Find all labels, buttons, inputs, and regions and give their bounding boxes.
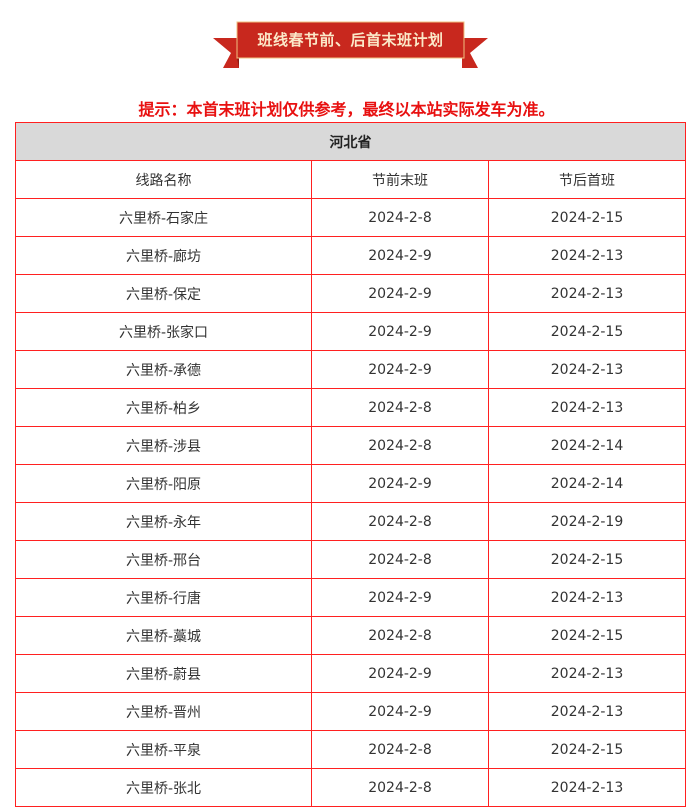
route-name: 六里桥-邢台: [15, 540, 312, 579]
first-after-holiday: 2024-2-13: [487, 578, 687, 617]
table-row: 六里桥-蔚县 2024-2-9 2024-2-13: [15, 654, 687, 693]
first-after-holiday: 2024-2-13: [487, 274, 687, 313]
table-row: 六里桥-张家口 2024-2-9 2024-2-15: [15, 312, 687, 351]
route-name: 六里桥-藁城: [15, 616, 312, 655]
table-row: 六里桥-涉县 2024-2-8 2024-2-14: [15, 426, 687, 465]
last-before-holiday: 2024-2-9: [311, 692, 489, 731]
last-before-holiday: 2024-2-9: [311, 578, 489, 617]
table-row: 六里桥-保定 2024-2-9 2024-2-13: [15, 274, 687, 313]
route-name: 六里桥-蔚县: [15, 654, 312, 693]
last-before-holiday: 2024-2-8: [311, 388, 489, 427]
last-before-holiday: 2024-2-9: [311, 654, 489, 693]
route-name: 六里桥-承德: [15, 350, 312, 389]
column-header-row: 线路名称 节前末班 节后首班: [15, 160, 687, 199]
first-after-holiday: 2024-2-13: [487, 236, 687, 275]
schedule-table: 河北省 线路名称 节前末班 节后首班 六里桥-石家庄 2024-2-8 2024-2…: [14, 122, 687, 807]
table-row: 六里桥-藁城 2024-2-8 2024-2-15: [15, 616, 687, 655]
route-name: 六里桥-石家庄: [15, 198, 312, 237]
last-before-holiday: 2024-2-8: [311, 616, 489, 655]
last-before-holiday: 2024-2-8: [311, 198, 489, 237]
route-name: 六里桥-涉县: [15, 426, 312, 465]
table-row: 六里桥-柏乡 2024-2-8 2024-2-13: [15, 388, 687, 427]
province-name: 河北省: [14, 122, 687, 161]
table-row: 六里桥-行唐 2024-2-9 2024-2-13: [15, 578, 687, 617]
route-name: 六里桥-柏乡: [15, 388, 312, 427]
route-name: 六里桥-永年: [15, 502, 312, 541]
route-name: 六里桥-廊坊: [15, 236, 312, 275]
province-row: 河北省: [14, 122, 687, 161]
first-after-holiday: 2024-2-13: [487, 388, 687, 427]
first-after-holiday: 2024-2-13: [487, 768, 687, 807]
column-header: 节前末班: [311, 160, 489, 199]
banner-title: 班线春节前、后首末班计划: [257, 31, 444, 49]
last-before-holiday: 2024-2-8: [311, 730, 489, 769]
route-name: 六里桥-保定: [15, 274, 312, 313]
ribbon-graphic: [213, 21, 488, 68]
first-after-holiday: 2024-2-19: [487, 502, 687, 541]
route-name: 六里桥-平泉: [15, 730, 312, 769]
first-after-holiday: 2024-2-14: [487, 426, 687, 465]
first-after-holiday: 2024-2-15: [487, 312, 687, 351]
route-name: 六里桥-晋州: [15, 692, 312, 731]
table-row: 六里桥-晋州 2024-2-9 2024-2-13: [15, 692, 687, 731]
table-row: 六里桥-石家庄 2024-2-8 2024-2-15: [15, 198, 687, 237]
last-before-holiday: 2024-2-8: [311, 426, 489, 465]
first-after-holiday: 2024-2-13: [487, 692, 687, 731]
notice-text: 提示：本首末班计划仅供参考，最终以本站实际发车为准。: [138, 100, 555, 119]
route-name: 六里桥-张家口: [15, 312, 312, 351]
last-before-holiday: 2024-2-9: [311, 274, 489, 313]
table-row: 六里桥-邢台 2024-2-8 2024-2-15: [15, 540, 687, 579]
table-row: 六里桥-阳原 2024-2-9 2024-2-14: [15, 464, 687, 503]
last-before-holiday: 2024-2-9: [311, 350, 489, 389]
route-name: 六里桥-张北: [15, 768, 312, 807]
table-row: 六里桥-廊坊 2024-2-9 2024-2-13: [15, 236, 687, 275]
last-before-holiday: 2024-2-9: [311, 312, 489, 351]
first-after-holiday: 2024-2-14: [487, 464, 687, 503]
first-after-holiday: 2024-2-15: [487, 730, 687, 769]
column-header: 线路名称: [15, 160, 312, 199]
first-after-holiday: 2024-2-13: [487, 654, 687, 693]
last-before-holiday: 2024-2-9: [311, 464, 489, 503]
last-before-holiday: 2024-2-8: [311, 768, 489, 807]
table-row: 六里桥-承德 2024-2-9 2024-2-13: [15, 350, 687, 389]
route-name: 六里桥-行唐: [15, 578, 312, 617]
first-after-holiday: 2024-2-15: [487, 616, 687, 655]
first-after-holiday: 2024-2-15: [487, 540, 687, 579]
last-before-holiday: 2024-2-8: [311, 502, 489, 541]
first-after-holiday: 2024-2-15: [487, 198, 687, 237]
last-before-holiday: 2024-2-8: [311, 540, 489, 579]
column-header: 节后首班: [487, 160, 687, 199]
table-row: 六里桥-平泉 2024-2-8 2024-2-15: [15, 730, 687, 769]
table-row: 六里桥-张北 2024-2-8 2024-2-13: [15, 768, 687, 807]
banner: 班线春节前、后首末班计划: [213, 18, 488, 70]
table-row: 六里桥-永年 2024-2-8 2024-2-19: [15, 502, 687, 541]
route-name: 六里桥-阳原: [15, 464, 312, 503]
first-after-holiday: 2024-2-13: [487, 350, 687, 389]
last-before-holiday: 2024-2-9: [311, 236, 489, 275]
